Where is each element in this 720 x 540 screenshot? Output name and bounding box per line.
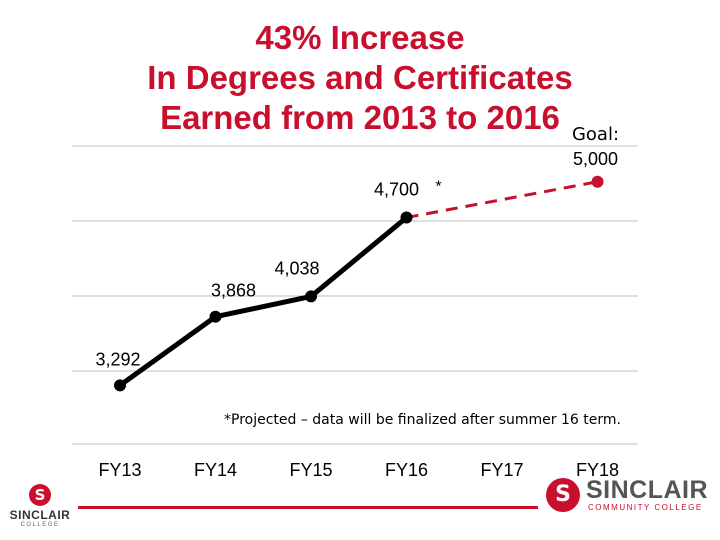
data-point (400, 211, 413, 224)
title-line-3: Earned from 2013 to 2016 (160, 99, 560, 136)
data-point-goal (591, 175, 604, 188)
data-label: 3,292 (95, 349, 140, 369)
data-label: 4,038 (274, 258, 319, 278)
sinclair-s-icon: S (29, 484, 51, 506)
data-label: 4,700 (374, 180, 419, 200)
logo-right-sub: COMMUNITY COLLEGE (588, 503, 703, 512)
data-point (209, 310, 222, 323)
annotation-asterisk: * (435, 179, 441, 196)
data-point (114, 379, 126, 392)
x-tick-label: FY15 (289, 460, 332, 480)
logo-right-name: SINCLAIR (586, 476, 709, 504)
data-point (305, 290, 317, 303)
x-tick-label: FY17 (480, 460, 523, 480)
logo-left-name: SINCLAIR (9, 508, 71, 522)
x-tick-label: FY16 (385, 460, 428, 480)
x-tick-label: FY13 (98, 460, 141, 480)
sinclair-logo-small: S SINCLAIR COLLEGE (6, 484, 74, 528)
series-actual-line (118, 215, 409, 388)
chart-title: 43% Increase In Degrees and Certificates… (0, 18, 720, 138)
footer-rule (78, 506, 538, 509)
x-tick-label: FY14 (194, 460, 237, 480)
title-line-2: In Degrees and Certificates (147, 59, 573, 96)
series-projection-line (406, 180, 598, 219)
x-tick-label: FY18 (576, 460, 619, 480)
title-line-1: 43% Increase (255, 19, 465, 56)
data-label-goal: 5,000 (573, 149, 618, 169)
logo-left-sub: COLLEGE (20, 522, 60, 528)
footnote: *Projected – data will be finalized afte… (224, 412, 621, 428)
sinclair-s-icon: S (546, 478, 580, 512)
annotation-goal: Goal: (572, 124, 619, 145)
data-label: 3,868 (211, 281, 256, 301)
